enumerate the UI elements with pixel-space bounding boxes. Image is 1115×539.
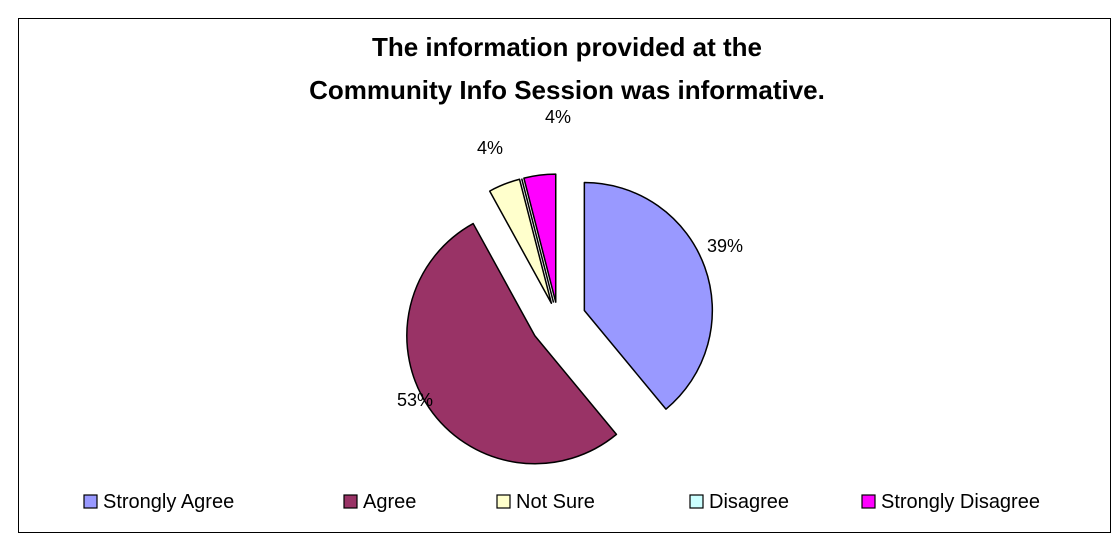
legend-item-strongly-disagree: Strongly Disagree: [861, 491, 1040, 513]
legend-label-strongly-agree: Strongly Agree: [103, 491, 234, 513]
chart-title-line-2: Community Info Session was informative.: [309, 75, 825, 105]
pie-slice-agree: [406, 222, 618, 465]
legend-label-not-sure: Not Sure: [516, 491, 595, 513]
slice-label-not-sure: 4%: [477, 138, 503, 158]
chart-legend: Strongly Agree Agree Not Sure Disagree Stron…: [83, 491, 1040, 513]
pie-slice-disagree: [520, 178, 555, 303]
pie-slices: [406, 173, 714, 465]
chart-title-line-1: The information provided at the: [372, 32, 762, 62]
slice-label-strongly-agree: 39%: [707, 236, 743, 256]
legend-swatch-agree: [343, 494, 358, 509]
slice-label-strongly-disagree: 4%: [545, 107, 571, 127]
pie-slice-strongly-disagree: [523, 173, 557, 303]
legend-item-disagree: Disagree: [689, 491, 789, 513]
legend-swatch-strongly-agree: [83, 494, 98, 509]
legend-label-disagree: Disagree: [709, 491, 789, 513]
pie-slice-strongly-agree: [583, 181, 714, 410]
pie-slice-not-sure: [488, 178, 553, 305]
legend-swatch-not-sure: [496, 494, 511, 509]
legend-swatch-disagree: [689, 494, 704, 509]
legend-item-strongly-agree: Strongly Agree: [83, 491, 234, 513]
pie-slice-labels: 39% 53% 4% 4%: [397, 107, 743, 410]
legend-swatch-strongly-disagree: [861, 494, 876, 509]
legend-item-agree: Agree: [343, 491, 416, 513]
legend-label-agree: Agree: [363, 491, 416, 513]
legend-label-strongly-disagree: Strongly Disagree: [881, 491, 1040, 513]
legend-item-not-sure: Not Sure: [496, 491, 595, 513]
slice-label-agree: 53%: [397, 390, 433, 410]
